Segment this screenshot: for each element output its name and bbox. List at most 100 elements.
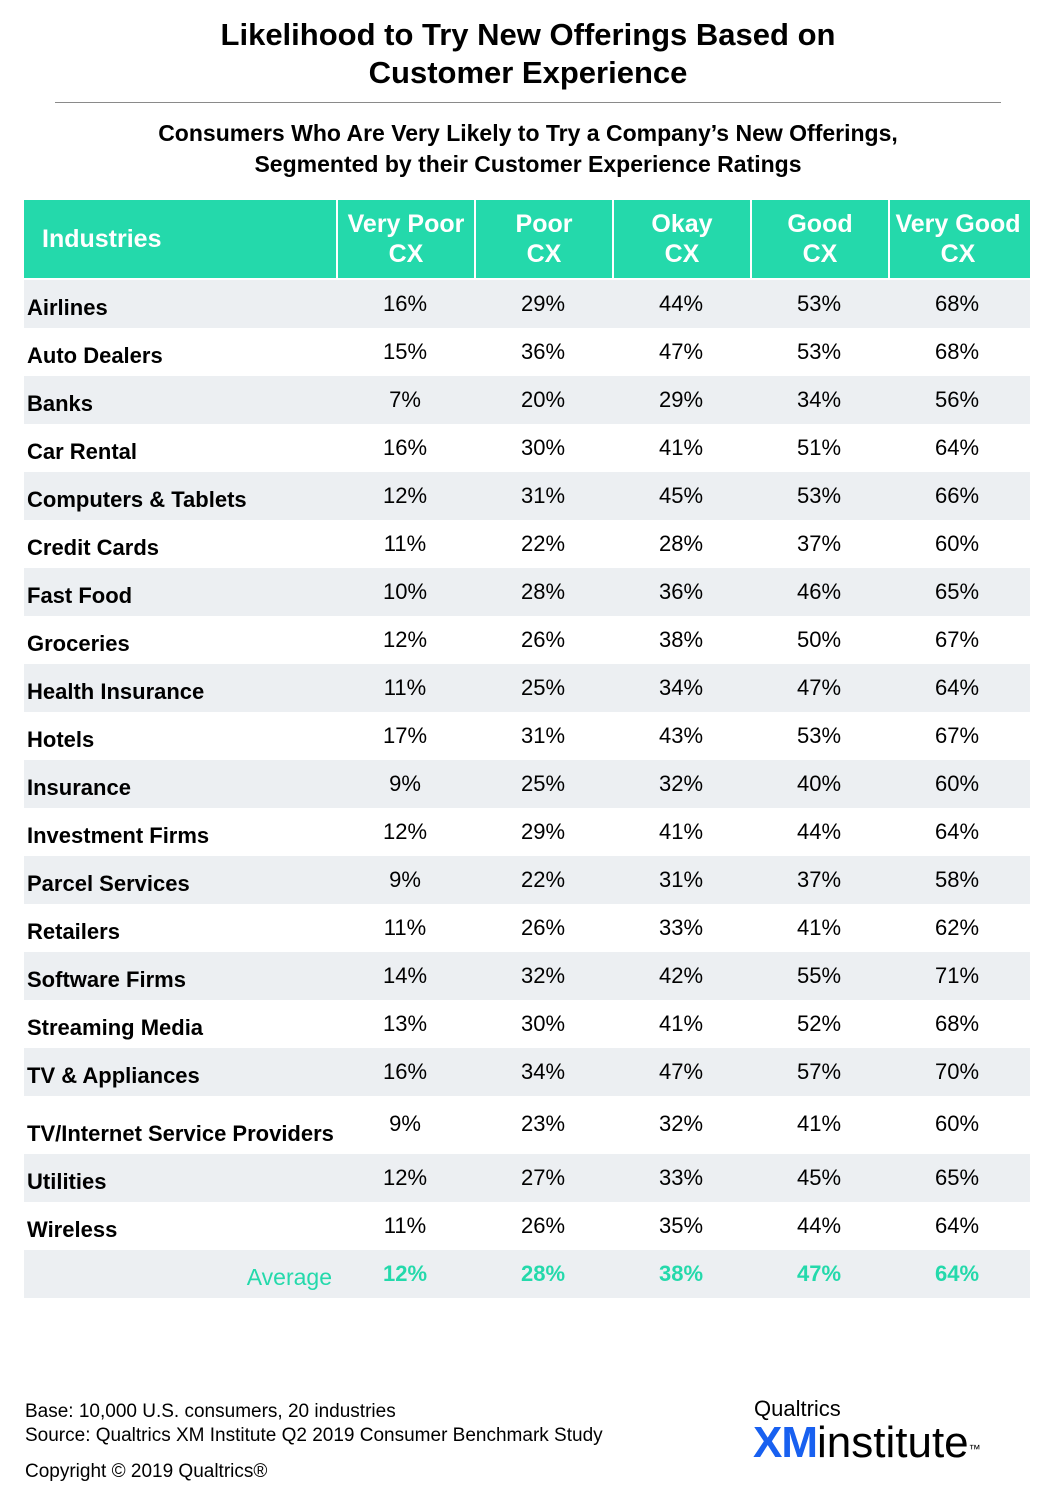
row-value-col-0: 9% bbox=[389, 1111, 421, 1136]
row-value-col-4: 60% bbox=[934, 1111, 980, 1136]
row-value-col-2: 41% bbox=[658, 435, 704, 460]
chart-title: Likelihood to Try New Offerings Based on… bbox=[0, 16, 1056, 92]
row-value-col-4: 67% bbox=[934, 723, 980, 748]
row-value-col-3: 46% bbox=[796, 579, 842, 604]
logo-qualtrics-text: Qualtrics bbox=[754, 1396, 841, 1421]
chart-title-line-1: Likelihood to Try New Offerings Based on bbox=[220, 17, 836, 52]
row-value-col-1: 29% bbox=[520, 819, 566, 844]
table-row: Car Rental 16% 30% 41% 51% 64% bbox=[24, 424, 1030, 472]
row-value-col-2: 47% bbox=[658, 1059, 704, 1084]
table-row: Airlines 16% 29% 44% 53% 68% bbox=[24, 280, 1030, 328]
row-value-col-3: 55% bbox=[796, 963, 842, 988]
row-value-col-0: 11% bbox=[383, 531, 427, 556]
average-value-col-0: 12% bbox=[382, 1261, 428, 1286]
row-value-col-2: 33% bbox=[658, 1165, 704, 1190]
average-value-col-3: 47% bbox=[796, 1261, 842, 1286]
row-value-col-0: 15% bbox=[382, 339, 428, 364]
header-col-0: Very Poor CX bbox=[336, 200, 474, 278]
row-value-col-0: 12% bbox=[382, 1165, 428, 1190]
row-value-col-1: 22% bbox=[520, 867, 566, 892]
row-value-col-3: 37% bbox=[796, 531, 842, 556]
row-value-col-3: 37% bbox=[796, 867, 842, 892]
row-value-col-1: 34% bbox=[520, 1059, 566, 1084]
row-value-col-0: 9% bbox=[389, 771, 421, 796]
cx-table: Industries Very Poor CX Poor CX Okay CX Good CX… bbox=[24, 200, 1030, 1298]
chart-subtitle-line-1: Consumers Who Are Very Likely to Try a C… bbox=[158, 120, 898, 146]
row-value-col-3: 51% bbox=[796, 435, 842, 460]
xm-institute-logo: XMinstitute™ bbox=[753, 1418, 981, 1468]
row-industry-label: Airlines bbox=[27, 295, 108, 320]
table-row: Retailers 11% 26% 33% 41% 62% bbox=[24, 904, 1030, 952]
row-value-col-3: 50% bbox=[796, 627, 842, 652]
chart-subtitle-line-2: Segmented by their Customer Experience R… bbox=[254, 151, 802, 177]
table-row: Auto Dealers 15% 36% 47% 53% 68% bbox=[24, 328, 1030, 376]
header-col-3: Good CX bbox=[750, 200, 888, 278]
row-industry-label: Streaming Media bbox=[27, 1015, 204, 1040]
logo-xm: XM bbox=[753, 1418, 818, 1467]
table-row: Wireless 11% 26% 35% 44% 64% bbox=[24, 1202, 1030, 1250]
header-col-3-line-0: Good bbox=[787, 210, 853, 238]
row-value-col-3: 41% bbox=[796, 915, 842, 940]
logo-tm: ™ bbox=[968, 1442, 981, 1456]
average-value-col-4: 64% bbox=[934, 1261, 980, 1286]
row-value-col-0: 11% bbox=[383, 915, 427, 940]
row-value-col-2: 44% bbox=[658, 291, 704, 316]
row-industry-label: Utilities bbox=[27, 1169, 107, 1194]
row-value-col-1: 36% bbox=[520, 339, 566, 364]
row-value-col-0: 12% bbox=[382, 627, 428, 652]
row-value-col-0: 11% bbox=[383, 1213, 427, 1238]
row-value-col-2: 33% bbox=[658, 915, 704, 940]
row-value-col-3: 41% bbox=[796, 1111, 842, 1136]
row-value-col-1: 31% bbox=[520, 483, 566, 508]
row-value-col-2: 41% bbox=[658, 819, 704, 844]
row-industry-label: Car Rental bbox=[27, 439, 138, 464]
row-value-col-1: 29% bbox=[520, 291, 566, 316]
footer-copyright: Copyright © 2019 Qualtrics® bbox=[25, 1461, 268, 1482]
row-value-col-1: 30% bbox=[520, 1011, 566, 1036]
row-value-col-3: 34% bbox=[796, 387, 842, 412]
table-row: Hotels 17% 31% 43% 53% 67% bbox=[24, 712, 1030, 760]
row-industry-label: Banks bbox=[27, 391, 94, 416]
row-value-col-4: 56% bbox=[934, 387, 980, 412]
row-industry-label: Computers & Tablets bbox=[27, 487, 247, 512]
row-value-col-2: 31% bbox=[658, 867, 704, 892]
row-value-col-3: 45% bbox=[796, 1165, 842, 1190]
table-row: Insurance 9% 25% 32% 40% 60% bbox=[24, 760, 1030, 808]
row-industry-label: Hotels bbox=[27, 727, 95, 752]
row-value-col-0: 14% bbox=[382, 963, 428, 988]
row-value-col-0: 7% bbox=[389, 387, 421, 412]
table-body: Airlines 16% 29% 44% 53% 68% Auto Dealers 15% 36… bbox=[24, 280, 1030, 1298]
table-row: Streaming Media 13% 30% 41% 52% 68% bbox=[24, 1000, 1030, 1048]
average-label: Average bbox=[246, 1264, 332, 1290]
row-value-col-4: 60% bbox=[934, 771, 980, 796]
row-value-col-2: 35% bbox=[658, 1213, 704, 1238]
row-value-col-4: 66% bbox=[934, 483, 980, 508]
row-value-col-4: 67% bbox=[934, 627, 980, 652]
row-value-col-4: 64% bbox=[934, 675, 980, 700]
header-col-0-line-0: Very Poor bbox=[347, 210, 465, 238]
row-industry-label: Investment Firms bbox=[27, 823, 210, 848]
footer-source: Source: Qualtrics XM Institute Q2 2019 C… bbox=[25, 1425, 603, 1446]
row-industry-label: TV & Appliances bbox=[27, 1063, 200, 1088]
row-industry-label: TV/Internet Service Providers bbox=[27, 1121, 334, 1146]
row-value-col-0: 13% bbox=[382, 1011, 428, 1036]
row-industry-label: Software Firms bbox=[27, 967, 186, 992]
row-value-col-0: 12% bbox=[382, 819, 428, 844]
row-value-col-3: 53% bbox=[796, 723, 842, 748]
header-col-2: Okay CX bbox=[612, 200, 750, 278]
row-value-col-1: 25% bbox=[520, 771, 566, 796]
row-value-col-3: 40% bbox=[796, 771, 842, 796]
header-col-2-line-1: CX bbox=[664, 240, 700, 268]
row-value-col-4: 65% bbox=[934, 1165, 980, 1190]
row-value-col-4: 65% bbox=[934, 579, 980, 604]
row-value-col-1: 30% bbox=[520, 435, 566, 460]
table-row: Fast Food 10% 28% 36% 46% 65% bbox=[24, 568, 1030, 616]
row-industry-label: Insurance bbox=[27, 775, 131, 800]
table-row: TV & Appliances 16% 34% 47% 57% 70% bbox=[24, 1048, 1030, 1096]
row-value-col-3: 53% bbox=[796, 339, 842, 364]
header-col-3-line-1: CX bbox=[802, 240, 838, 268]
row-value-col-3: 52% bbox=[796, 1011, 842, 1036]
table-row: Software Firms 14% 32% 42% 55% 71% bbox=[24, 952, 1030, 1000]
row-value-col-4: 68% bbox=[934, 291, 980, 316]
row-value-col-1: 26% bbox=[520, 915, 566, 940]
